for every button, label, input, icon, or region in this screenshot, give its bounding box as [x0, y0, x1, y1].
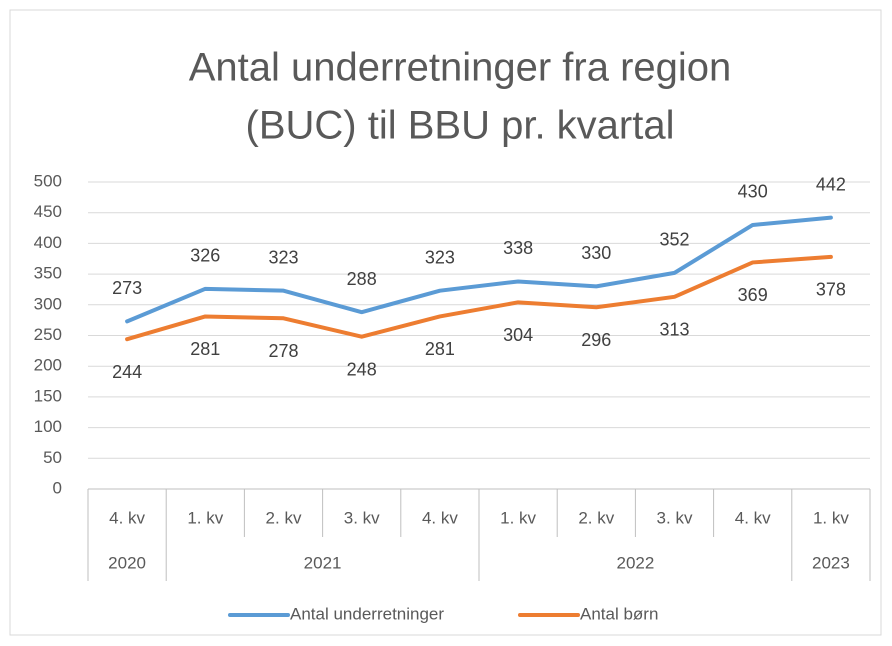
chart-title: (BUC) til BBU pr. kvartal	[246, 104, 675, 148]
data-label: 273	[112, 278, 142, 298]
x-tick-label: 1. kv	[187, 508, 223, 527]
x-group-label: 2020	[108, 553, 146, 572]
x-group-label: 2022	[616, 553, 654, 572]
x-tick-label: 4. kv	[109, 508, 145, 527]
data-label: 281	[190, 339, 220, 359]
data-label: 430	[738, 182, 768, 202]
y-tick-label: 300	[34, 294, 62, 313]
series-line	[125, 254, 833, 342]
x-tick-label: 1. kv	[813, 508, 849, 527]
data-label: 330	[581, 243, 611, 263]
series-line	[125, 215, 833, 324]
data-label: 288	[347, 269, 377, 289]
data-label: 369	[738, 285, 768, 305]
x-group-label: 2021	[304, 553, 342, 572]
y-tick-label: 500	[34, 171, 62, 190]
y-tick-label: 50	[43, 448, 62, 467]
chart-title: Antal underretninger fra region	[189, 46, 732, 90]
y-tick-label: 350	[34, 264, 62, 283]
data-label: 278	[268, 341, 298, 361]
x-tick-label: 1. kv	[500, 508, 536, 527]
y-tick-label: 450	[34, 202, 62, 221]
data-label: 296	[581, 330, 611, 350]
data-label: 323	[425, 247, 455, 267]
y-tick-label: 150	[34, 386, 62, 405]
chart-border	[9, 9, 882, 636]
data-label: 281	[425, 339, 455, 359]
data-label: 313	[659, 320, 689, 340]
y-tick-label: 100	[34, 417, 62, 436]
legend-label: Antal underretninger	[290, 604, 444, 623]
data-label: 244	[112, 362, 142, 382]
x-tick-label: 2. kv	[266, 508, 302, 527]
data-label: 248	[347, 359, 377, 379]
data-label: 326	[190, 246, 220, 266]
y-tick-label: 200	[34, 356, 62, 375]
x-tick-label: 3. kv	[344, 508, 380, 527]
legend-label: Antal børn	[580, 604, 658, 623]
y-tick-label: 0	[53, 478, 62, 497]
x-tick-label: 2. kv	[578, 508, 614, 527]
data-label: 338	[503, 238, 533, 258]
x-tick-label: 4. kv	[422, 508, 458, 527]
data-label: 442	[816, 174, 846, 194]
x-group-label: 2023	[812, 553, 850, 572]
data-label: 323	[268, 247, 298, 267]
data-label: 378	[816, 280, 846, 300]
x-tick-label: 4. kv	[735, 508, 771, 527]
y-tick-label: 400	[34, 233, 62, 252]
x-tick-label: 3. kv	[657, 508, 693, 527]
data-label: 352	[659, 230, 689, 250]
y-tick-label: 250	[34, 325, 62, 344]
data-label: 304	[503, 325, 533, 345]
